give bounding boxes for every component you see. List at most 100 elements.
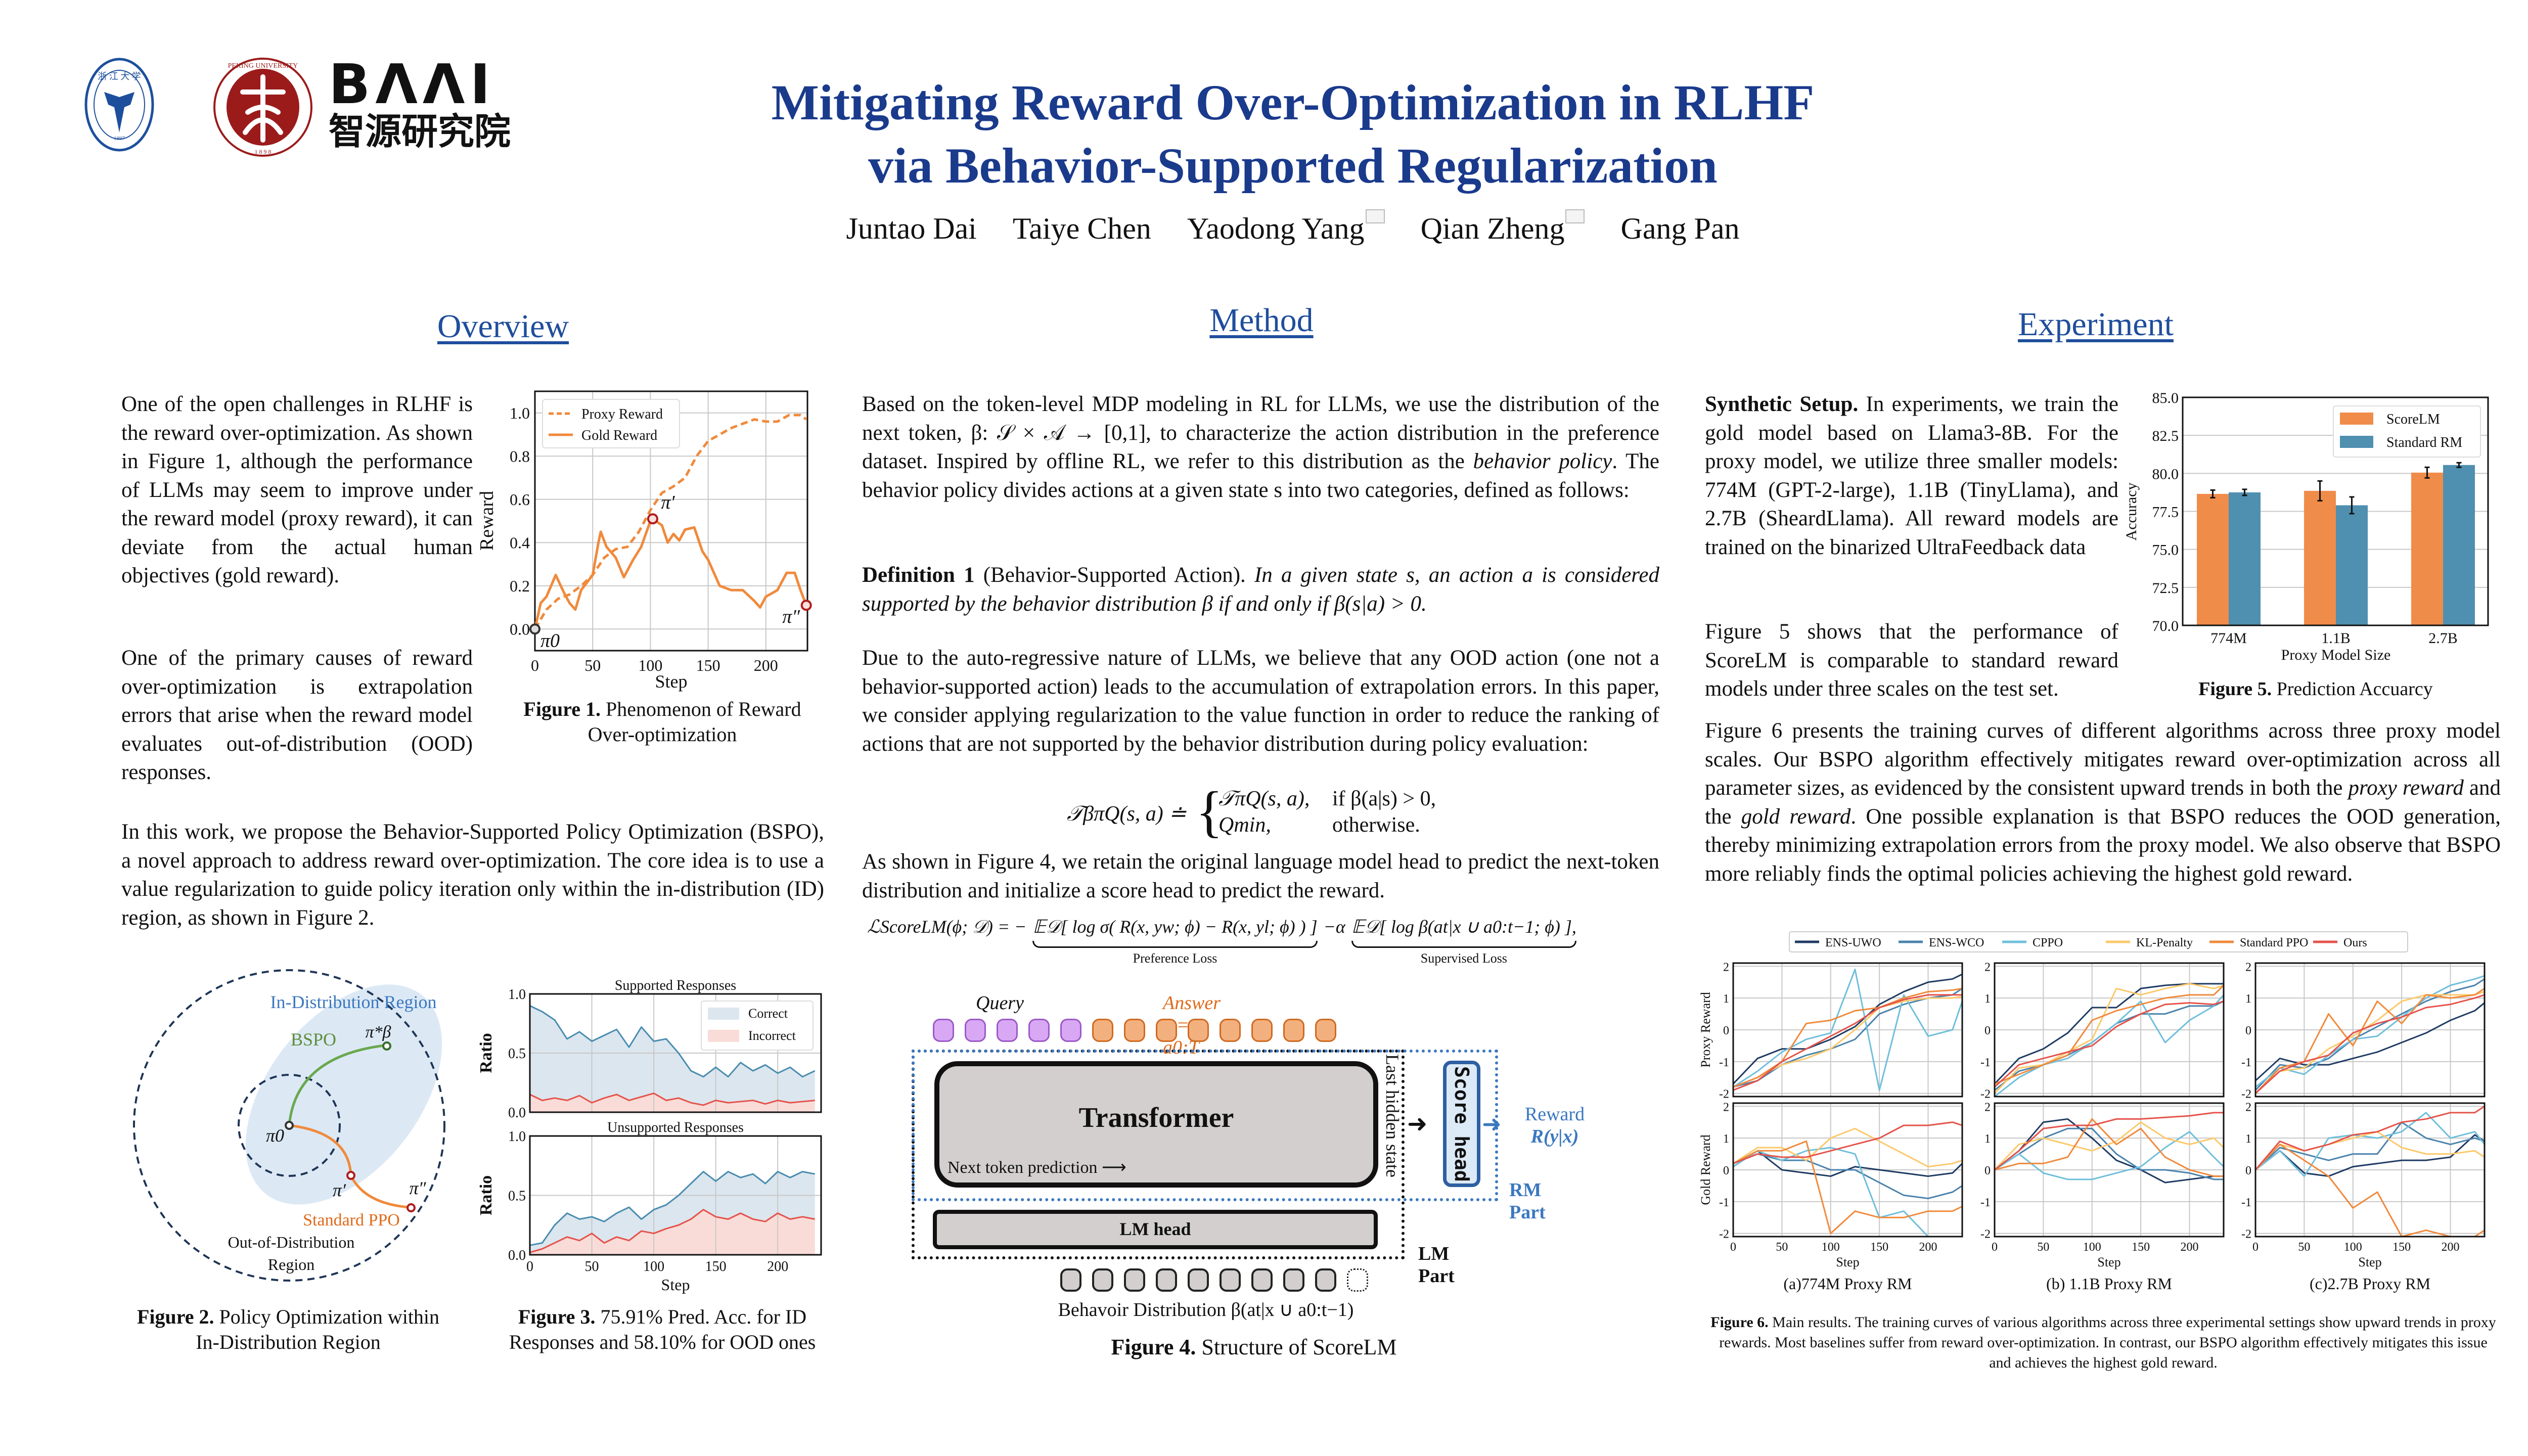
x-tick-label: 100 xyxy=(2083,1241,2101,1254)
subplot-frame xyxy=(2254,962,2486,1098)
x-axis-label: Step xyxy=(661,1276,690,1294)
legend-box xyxy=(542,399,680,448)
caption-text: Policy Optimization within In-Distributi… xyxy=(196,1305,440,1353)
y-tick-label: 0 xyxy=(1723,1024,1729,1037)
bar-standard-rm xyxy=(2443,465,2475,625)
query-token xyxy=(997,1019,1018,1042)
answer-token xyxy=(1092,1019,1113,1042)
panel-title: Unsupported Responses xyxy=(607,1120,744,1135)
legend-label: Correct xyxy=(748,1006,788,1021)
x-tick-label: 150 xyxy=(1870,1241,1888,1254)
series-ours xyxy=(2254,1106,2485,1170)
text: Figure 6 presents the training curves of… xyxy=(1705,719,2501,800)
series-ours xyxy=(1994,1112,2224,1171)
preference-loss-label: Preference Loss xyxy=(1133,951,1217,966)
bspo-label: BSPO xyxy=(291,1029,336,1050)
logo-zhejiang-university: 浙 江 大 学 1897 xyxy=(84,57,154,152)
subplot-frame xyxy=(2254,1102,2486,1238)
y-tick-label: 0.0 xyxy=(508,1105,526,1121)
series-ens-wco xyxy=(2254,978,2485,1091)
series-kl-penalty xyxy=(1733,1127,1963,1168)
x-axis-label: Step xyxy=(2358,1255,2381,1269)
in-distribution-region xyxy=(245,984,442,1205)
series-ens-uwo xyxy=(2254,1002,2485,1081)
author: Juntao Dai xyxy=(846,212,977,245)
text: . The behavior policy divides actions at… xyxy=(862,449,1659,502)
y-tick-label: 2 xyxy=(1723,1101,1729,1114)
rm-part-box xyxy=(912,1050,1498,1201)
area-incorrect xyxy=(530,1209,815,1255)
behavior-token xyxy=(1156,1268,1177,1292)
eq-lhs: ℒScoreLM(ϕ; 𝒟) = − xyxy=(867,917,1027,937)
answer-token xyxy=(1251,1019,1273,1042)
author: Yaodong Yang xyxy=(1187,212,1365,245)
eq-condition-2: otherwise. xyxy=(1332,813,1420,837)
text: (Behavior-Supported Action). xyxy=(974,563,1254,587)
x-tick-label: 200 xyxy=(2442,1241,2460,1254)
baai-chinese: 智源研究院 xyxy=(329,110,511,153)
transformer-label: Transformer xyxy=(1078,1102,1234,1133)
area-incorrect xyxy=(530,1093,815,1112)
y-tick-label: 1 xyxy=(1723,1132,1729,1146)
y-tick-label: 2 xyxy=(2245,1101,2251,1114)
figure-2-caption: Figure 2. Policy Optimization within In-… xyxy=(126,1304,450,1355)
experiment-paragraph-2: Figure 5 shows that the performance of S… xyxy=(1705,620,2118,701)
x-tick-label: 200 xyxy=(1919,1241,1937,1254)
author: Gang Pan xyxy=(1620,212,1740,245)
eq-case-1: 𝒯πQ(s, a), xyxy=(1218,787,1310,810)
y-tick-label: -2 xyxy=(2241,1228,2251,1241)
caption-label: Figure 3. xyxy=(518,1305,596,1328)
x-tick-label: 0 xyxy=(531,656,539,674)
series-standard-ppo xyxy=(1733,1140,1963,1235)
series-ens-wco xyxy=(1994,1127,2224,1180)
caption-text: Structure of ScoreLM xyxy=(1201,1335,1397,1359)
text: R(y|x) xyxy=(1530,1126,1579,1147)
y-tick-label: -2 xyxy=(1719,1228,1729,1241)
caption-text: 75.91% Pred. Acc. for ID Responses and 5… xyxy=(509,1305,816,1353)
y-tick-label: 1 xyxy=(2245,1132,2251,1146)
reward-label: Reward R(y|x) xyxy=(1522,1103,1588,1148)
legend-swatch xyxy=(2340,413,2373,425)
legend-swatch xyxy=(2340,436,2373,448)
baai-wordmark: BΛΛI xyxy=(329,53,495,116)
y-tick-label: 80.0 xyxy=(2152,466,2179,482)
figure-6-caption: Figure 6. Main results. The training cur… xyxy=(1709,1312,2498,1373)
text-italic: behavior policy xyxy=(1473,449,1612,473)
behavior-token xyxy=(1092,1268,1113,1292)
answer-token xyxy=(1315,1019,1336,1042)
figure-4-caption: Figure 4. Structure of ScoreLM xyxy=(1052,1335,1456,1360)
series-standard-ppo xyxy=(2254,988,2485,1094)
x-tick-label: 0 xyxy=(1992,1241,1998,1254)
y-tick-label: -1 xyxy=(1980,1056,1991,1069)
y-tick-label: -2 xyxy=(1719,1088,1729,1101)
score-head-block: Score head xyxy=(1443,1061,1480,1187)
subplot-frame xyxy=(1732,1102,1963,1238)
behavior-distribution-label: Behavoir Distribution β(at|x ∪ a0:t−1) xyxy=(1058,1299,1354,1321)
initial-policy-region xyxy=(238,1074,341,1177)
y-tick-label: -2 xyxy=(1980,1228,1991,1241)
caption-label: Figure 4. xyxy=(1111,1335,1196,1359)
lm-head-block: LM head xyxy=(933,1210,1378,1249)
panel-title: Supported Responses xyxy=(615,978,736,993)
x-axis-label: Proxy Model Size xyxy=(2281,647,2391,663)
x-tick-label: 200 xyxy=(754,656,778,674)
plot-frame xyxy=(534,390,808,652)
eq-preference-term: 𝔼𝒟[ log σ( R(x, yw; ϕ) − R(x, yl; ϕ) ) ] xyxy=(1032,917,1318,937)
answer-token xyxy=(1188,1019,1209,1042)
legend-label: Standard RM xyxy=(2386,435,2462,450)
x-tick-label: 50 xyxy=(2298,1241,2310,1254)
x-tick-label: 100 xyxy=(1822,1241,1840,1254)
overview-paragraph-3: In this work, we propose the Behavior-Su… xyxy=(121,820,824,930)
caption-text: Prediction Accuarcy xyxy=(2276,678,2433,700)
next-token-label: Next token prediction ⟶ xyxy=(947,1157,1126,1177)
x-tick-label: 0 xyxy=(526,1259,533,1275)
pi-star-label: π*β xyxy=(366,1023,391,1041)
plot-frame xyxy=(529,993,822,1113)
x-tick-label: 100 xyxy=(2344,1241,2362,1254)
y-tick-label: 1.0 xyxy=(508,1129,526,1145)
x-tick-label: 100 xyxy=(638,656,662,674)
y-tick-label: -1 xyxy=(1719,1056,1729,1069)
text-italic: gold reward xyxy=(1741,804,1851,829)
figure-3-caption: Figure 3. 75.91% Pred. Acc. for ID Respo… xyxy=(475,1304,849,1355)
